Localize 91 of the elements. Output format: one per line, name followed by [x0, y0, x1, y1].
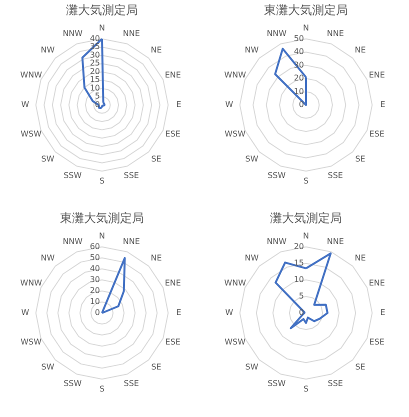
spoke-label: WNW: [224, 278, 246, 288]
spoke-label: SSE: [328, 170, 343, 180]
spoke-label: S: [303, 384, 309, 394]
spoke-label: NW: [40, 254, 55, 263]
spoke-label: SE: [151, 154, 162, 164]
y-tick-label: 15: [294, 258, 304, 268]
y-tick-label: 50: [90, 252, 100, 262]
spoke-label: WSW: [224, 129, 246, 138]
spoke-label: NNW: [266, 29, 287, 38]
spoke-label: SW: [245, 154, 258, 164]
spoke-label: ENE: [164, 70, 181, 80]
y-tick-label: 15: [90, 75, 100, 84]
y-tick-label: 40: [90, 34, 100, 43]
spoke-label: S: [99, 176, 105, 186]
spoke-label: E: [380, 100, 386, 109]
spoke-label: NE: [354, 46, 366, 55]
y-tick-label: 20: [294, 74, 304, 83]
spoke-label: NNW: [62, 237, 83, 246]
y-tick-label: 10: [90, 296, 100, 306]
y-tick-label: 20: [90, 286, 100, 295]
spoke-label: NNE: [326, 237, 344, 246]
spoke-label: SE: [355, 154, 366, 164]
spoke-label: SSE: [328, 378, 343, 388]
spoke-label: NE: [150, 254, 162, 263]
spoke-label: S: [99, 384, 105, 394]
spoke-label: SSW: [64, 170, 82, 180]
spoke-label: ESE: [165, 337, 180, 346]
y-tick-label: 0: [298, 100, 304, 109]
chart-title: 東灘大気測定局: [60, 211, 144, 225]
spoke-label: E: [176, 100, 182, 109]
spoke-label: S: [303, 176, 309, 186]
spoke-label: N: [303, 23, 310, 32]
spoke-label: W: [21, 100, 30, 109]
chart-title: 灘大気測定局: [270, 211, 342, 225]
spoke-label: WNW: [20, 70, 42, 80]
spoke-label: NNE: [122, 237, 140, 246]
spoke-label: W: [21, 308, 30, 317]
y-tick-label: 50: [294, 34, 304, 43]
spoke-label: NW: [40, 46, 55, 55]
spoke-label: SSE: [124, 170, 139, 180]
spoke-label: SE: [151, 362, 162, 372]
y-tick-label: 30: [90, 274, 100, 284]
spoke-label: NE: [354, 254, 366, 263]
spoke-label: ENE: [368, 278, 385, 288]
spoke-label: SW: [245, 362, 258, 372]
spoke-label: ENE: [368, 70, 385, 80]
spoke-label: ESE: [165, 129, 180, 138]
spoke-label: NNE: [122, 29, 140, 38]
spoke-label: N: [303, 231, 310, 240]
y-tick-label: 60: [90, 242, 100, 251]
spoke-label: NNE: [326, 29, 344, 38]
spoke-label: WSW: [20, 129, 42, 138]
spoke-label: E: [176, 308, 182, 317]
spoke-label: NW: [244, 46, 259, 55]
spoke-label: NNW: [266, 237, 287, 246]
spoke-label: SSW: [64, 378, 82, 388]
y-tick-label: 40: [90, 264, 100, 273]
spoke-label: SW: [41, 362, 54, 372]
spoke-label: N: [99, 231, 106, 240]
spoke-label: ENE: [164, 278, 181, 288]
y-tick-label: 5: [94, 92, 100, 101]
spoke-label: W: [225, 100, 234, 109]
spoke-label: N: [99, 23, 106, 32]
y-tick-label: 10: [294, 86, 304, 96]
spoke-label: NW: [244, 254, 259, 263]
spoke-label: E: [380, 308, 386, 317]
y-tick-label: 10: [294, 274, 304, 284]
y-tick-label: 5: [298, 291, 304, 300]
spoke-label: ESE: [369, 337, 384, 346]
spoke-label: NE: [150, 46, 162, 55]
spoke-label: SSE: [124, 378, 139, 388]
spoke-label: SSW: [268, 170, 286, 180]
spoke-label: SW: [41, 154, 54, 164]
chart-title: 東灘大気測定局: [264, 3, 348, 17]
y-tick-label: 0: [94, 308, 100, 317]
spoke-label: WNW: [20, 278, 42, 288]
y-tick-label: 40: [294, 47, 304, 56]
spoke-label: WNW: [224, 70, 246, 80]
y-tick-label: 30: [90, 50, 100, 60]
y-tick-label: 25: [90, 58, 100, 68]
spoke-label: SE: [355, 362, 366, 372]
y-tick-label: 20: [294, 242, 304, 251]
spoke-label: NNW: [62, 29, 83, 38]
spoke-label: WSW: [20, 337, 42, 346]
spoke-label: ESE: [369, 129, 384, 138]
chart-title: 灘大気測定局: [66, 3, 138, 17]
spoke-label: SSW: [268, 378, 286, 388]
spoke-label: W: [225, 308, 234, 317]
spoke-label: WSW: [224, 337, 246, 346]
y-tick-label: 10: [90, 83, 100, 92]
y-tick-label: 20: [90, 66, 100, 76]
